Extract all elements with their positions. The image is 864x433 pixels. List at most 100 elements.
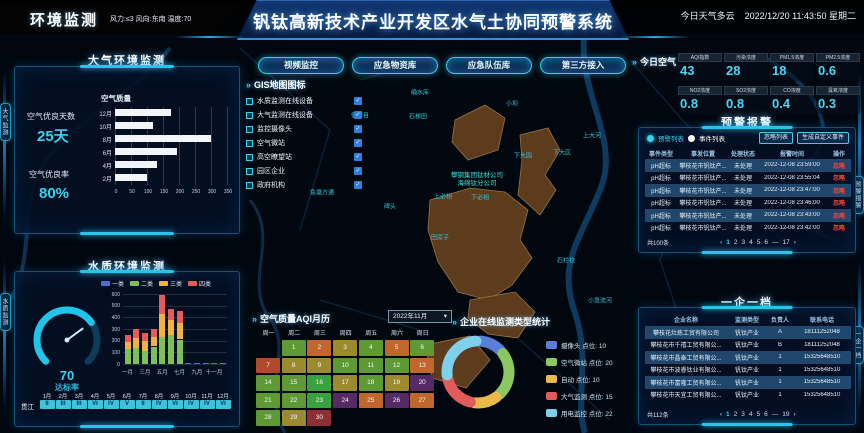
calendar-day[interactable]: 4 bbox=[358, 340, 383, 356]
ignore-list-button[interactable]: 忽略列表 bbox=[758, 132, 793, 144]
ignore-action[interactable]: 忽略 bbox=[832, 226, 845, 233]
gis-checkbox[interactable]: ✓ bbox=[354, 139, 362, 147]
calendar-day[interactable]: 5 bbox=[384, 340, 409, 356]
table-row[interactable]: pH超标 攀枝花市钒钛产... 未处理 2022-12-08 23:59:00 忽略 bbox=[645, 159, 851, 172]
calendar-day[interactable]: 14 bbox=[256, 375, 280, 391]
page-prev[interactable]: ‹ bbox=[719, 411, 723, 418]
page-number[interactable]: — bbox=[771, 411, 779, 418]
gis-checkbox[interactable]: ✓ bbox=[354, 153, 362, 161]
month-select[interactable]: 2022年11月 ▾ bbox=[388, 310, 452, 323]
map-button-3[interactable]: 应急队伍库 bbox=[446, 57, 532, 74]
table-cell: 2022-12-08 23:55:04 bbox=[764, 174, 820, 181]
table-row[interactable]: 攀枝花市千禧工贸有限公... 钒钛产业 B 18111252048 bbox=[645, 339, 851, 352]
calendar-day[interactable]: 7 bbox=[256, 357, 280, 373]
page-prev[interactable]: ‹ bbox=[720, 239, 723, 246]
table-row[interactable]: pH超标 攀枝花市钒钛产... 未处理 2022-12-08 23:47:00 忽略 bbox=[645, 184, 851, 197]
calendar-day[interactable]: 6 bbox=[410, 340, 435, 356]
side-tab-water[interactable]: 水质监测 bbox=[0, 293, 11, 331]
calendar-day[interactable]: 22 bbox=[281, 392, 306, 408]
calendar-day[interactable]: 26 bbox=[384, 392, 409, 408]
page-number[interactable]: 5 bbox=[756, 411, 761, 418]
calendar-day[interactable]: 8 bbox=[281, 357, 306, 373]
page-number[interactable]: — bbox=[772, 239, 779, 246]
table-row[interactable]: 攀枝花灶炼工贸有限公司 钒钛产业 A 18111252048 bbox=[645, 326, 851, 339]
gis-checkbox[interactable]: ✓ bbox=[354, 97, 362, 105]
calendar-day[interactable]: 25 bbox=[358, 392, 383, 408]
alarm-tab[interactable]: 预警列表 bbox=[647, 133, 684, 143]
calendar-day[interactable]: 11 bbox=[358, 357, 383, 373]
gis-checkbox[interactable]: ✓ bbox=[354, 167, 362, 175]
calendar-day[interactable]: 24 bbox=[333, 392, 358, 408]
page-number[interactable]: 6 bbox=[764, 411, 768, 418]
ignore-action[interactable]: 忽略 bbox=[832, 163, 845, 170]
table-row[interactable]: pH超标 攀枝花市钒钛产... 未处理 2022-12-08 23:42:00 忽略 bbox=[645, 222, 851, 235]
calendar-day[interactable]: 9 bbox=[307, 357, 332, 373]
ignore-action[interactable]: 忽略 bbox=[832, 188, 845, 195]
x-tick-label: 200 bbox=[175, 189, 185, 195]
page-number[interactable]: 3 bbox=[741, 411, 745, 418]
air-stat-value: 0.8 bbox=[724, 95, 768, 114]
chevrons-icon: » bbox=[252, 314, 258, 324]
river-class-cell: III bbox=[55, 400, 71, 409]
gis-checkbox[interactable]: ✓ bbox=[354, 111, 362, 119]
page-next[interactable]: › bbox=[793, 239, 796, 246]
calendar-day[interactable]: 2 bbox=[307, 340, 332, 356]
page-number[interactable]: 2 bbox=[733, 411, 738, 418]
calendar-day[interactable]: 27 bbox=[410, 392, 435, 408]
table-row[interactable]: 攀枝花市晶泰工贸有限公... 钒钛产业 1 15325648510 bbox=[645, 351, 851, 364]
ignore-action[interactable]: 忽略 bbox=[832, 201, 845, 208]
calendar-day[interactable]: 10 bbox=[333, 357, 358, 373]
map-button-2[interactable]: 应急物资库 bbox=[352, 57, 438, 74]
calendar-day[interactable]: 1 bbox=[281, 340, 306, 356]
calendar-day[interactable]: 17 bbox=[333, 375, 358, 391]
calendar-day[interactable]: 23 bbox=[307, 392, 332, 408]
radio-icon[interactable] bbox=[647, 134, 654, 142]
weekday-label: 周一 bbox=[262, 331, 275, 337]
calendar-day[interactable]: 18 bbox=[358, 375, 383, 391]
page-number[interactable]: 17 bbox=[782, 239, 790, 246]
gis-checkbox[interactable]: ✓ bbox=[354, 181, 362, 189]
calendar-day[interactable]: 20 bbox=[410, 375, 435, 391]
page-number[interactable]: 5 bbox=[756, 239, 761, 246]
table-row[interactable]: pH超标 攀枝花市钒钛产... 未处理 2022-12-08 23:46:00 忽略 bbox=[645, 197, 851, 210]
page-next[interactable]: › bbox=[793, 411, 796, 418]
page-number[interactable]: 4 bbox=[749, 239, 753, 246]
ignore-action[interactable]: 忽略 bbox=[832, 213, 845, 220]
page-number[interactable]: 1 bbox=[726, 239, 730, 246]
alarm-tab[interactable]: 事件列表 bbox=[688, 133, 725, 143]
legend-item: 四类 bbox=[188, 279, 211, 288]
side-tab-air[interactable]: 大气监测 bbox=[0, 103, 11, 141]
page-number[interactable]: 1 bbox=[726, 411, 730, 418]
table-row[interactable]: 攀枝花市波睿钛业有限公... 钒钛产业 1 15325648510 bbox=[645, 364, 851, 377]
map-button-1[interactable]: 视频监控 bbox=[258, 57, 344, 74]
gis-checkbox[interactable]: ✓ bbox=[354, 125, 362, 133]
gis-title: » GIS地图图标 bbox=[246, 80, 306, 90]
ignore-action[interactable]: 忽略 bbox=[832, 176, 845, 183]
table-row[interactable]: 攀枝花市富隆工贸有限公... 钒钛产业 1 15325648510 bbox=[645, 376, 851, 389]
page-number[interactable]: 19 bbox=[782, 411, 790, 418]
calendar-day[interactable]: 29 bbox=[281, 410, 306, 426]
calendar-day[interactable]: 3 bbox=[333, 340, 358, 356]
radio-icon[interactable] bbox=[688, 134, 695, 142]
good-rate-label: 空气优良率 bbox=[29, 170, 69, 179]
table-row[interactable]: pH超标 攀枝花市钒钛产... 未处理 2022-12-08 23:43:00 忽略 bbox=[645, 209, 851, 222]
table-row[interactable]: 攀枝花市天宜工贸有限公... 钒钛产业 1 15325648510 bbox=[645, 389, 851, 402]
calendar-day[interactable]: 19 bbox=[384, 375, 409, 391]
table-row[interactable]: pH超标 攀枝花市钒钛产... 未处理 2022-12-08 23:55:04 忽略 bbox=[645, 172, 851, 185]
zero-marker bbox=[202, 362, 209, 364]
calendar-day[interactable]: 12 bbox=[384, 357, 409, 373]
page-number[interactable]: 3 bbox=[741, 239, 746, 246]
table-cell: 攀枝花市晶泰工贸有限公... bbox=[650, 355, 722, 362]
calendar-day[interactable]: 13 bbox=[410, 357, 435, 373]
page-number[interactable]: 4 bbox=[748, 411, 753, 418]
create-custom-event-button[interactable]: 生成自定义事件 bbox=[796, 132, 849, 144]
map-button-4[interactable]: 第三方接入 bbox=[540, 57, 626, 74]
calendar-day[interactable]: 16 bbox=[307, 375, 332, 391]
page-number[interactable]: 6 bbox=[764, 239, 769, 246]
calendar-day[interactable]: 30 bbox=[307, 410, 332, 426]
calendar-day[interactable]: 15 bbox=[281, 375, 306, 391]
calendar-day[interactable]: 21 bbox=[256, 392, 280, 408]
x-tick-label: 150 bbox=[159, 189, 169, 195]
page-number[interactable]: 2 bbox=[733, 239, 738, 246]
calendar-day[interactable]: 28 bbox=[256, 410, 280, 426]
